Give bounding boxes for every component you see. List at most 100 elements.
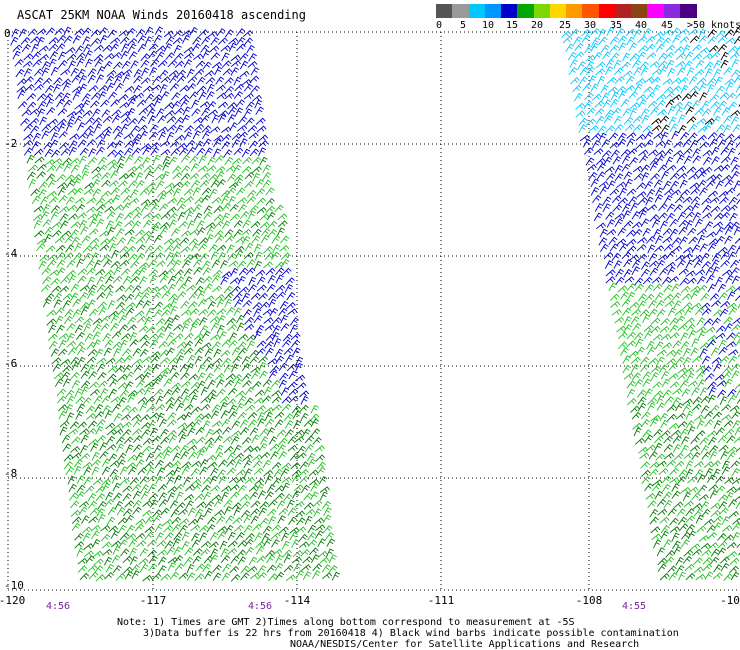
- wind-barb: [265, 197, 275, 206]
- wind-barb: [308, 469, 319, 477]
- wind-barb: [75, 410, 84, 420]
- wind-barb: [644, 180, 653, 190]
- wind-barb: [91, 172, 102, 180]
- wind-barb: [257, 412, 266, 421]
- wind-barb: [163, 43, 173, 52]
- wind-barb: [677, 476, 687, 485]
- wind-barb: [222, 220, 231, 230]
- wind-barb: [225, 515, 235, 524]
- wind-barb: [644, 293, 655, 302]
- wind-barb: [232, 292, 243, 301]
- wind-barb: [167, 492, 176, 502]
- lat-label-8s: -8: [4, 467, 18, 480]
- wind-barb: [144, 26, 154, 36]
- wind-barb: [668, 373, 679, 380]
- wind-barb: [66, 340, 77, 348]
- wind-barb: [48, 340, 58, 350]
- wind-barb: [669, 123, 679, 132]
- wind-barb: [271, 396, 282, 404]
- wind-barb: [692, 548, 703, 556]
- wind-barb: [105, 357, 116, 365]
- wind-barb: [671, 483, 680, 492]
- wind-barb: [165, 396, 175, 405]
- wind-barb: [619, 243, 629, 252]
- wind-barb: [207, 516, 217, 525]
- wind-barb: [90, 29, 101, 37]
- wind-barb: [66, 412, 75, 422]
- wind-barb: [190, 468, 200, 477]
- wind-barb: [727, 550, 738, 558]
- color-scale-swatch: [549, 4, 567, 18]
- wind-barb: [565, 43, 575, 52]
- wind-barb: [287, 308, 298, 315]
- wind-barb: [656, 93, 667, 101]
- wind-barb: [686, 372, 695, 382]
- wind-barb: [17, 101, 28, 109]
- wind-barb: [664, 556, 675, 565]
- wind-barb: [169, 571, 179, 580]
- wind-barb: [48, 58, 57, 68]
- wind-barb: [313, 508, 322, 518]
- wind-barb: [612, 204, 622, 212]
- wind-barb: [698, 535, 709, 542]
- wind-barb: [176, 69, 187, 78]
- wind-barb: [644, 76, 655, 84]
- wind-barb: [63, 26, 72, 36]
- wind-barb: [684, 563, 695, 572]
- wind-barb: [76, 403, 86, 413]
- wind-barb: [264, 324, 275, 331]
- wind-barb: [75, 203, 85, 213]
- wind-barb: [630, 363, 640, 373]
- wind-barb: [217, 37, 228, 45]
- wind-barb: [136, 379, 146, 388]
- wind-barb: [178, 508, 188, 516]
- wind-barb: [227, 195, 236, 205]
- wind-barb: [331, 571, 341, 581]
- wind-barb: [93, 558, 104, 566]
- wind-barb: [221, 418, 231, 428]
- wind-barb: [77, 275, 87, 284]
- wind-barb: [671, 237, 682, 245]
- wind-barb: [658, 203, 668, 212]
- wind-barb: [231, 420, 241, 429]
- wind-barb: [226, 306, 236, 316]
- wind-barb: [163, 450, 172, 460]
- wind-barb: [221, 485, 232, 493]
- wind-barb: [131, 483, 142, 492]
- wind-barb: [710, 205, 721, 213]
- wind-barb: [711, 252, 721, 262]
- wind-barb: [717, 283, 727, 293]
- wind-barb: [295, 362, 304, 372]
- wind-barb: [48, 324, 57, 334]
- wind-barb: [642, 429, 652, 438]
- wind-barb: [68, 483, 77, 493]
- wind-barb: [174, 269, 184, 277]
- wind-barb: [570, 76, 580, 85]
- wind-barb: [210, 467, 219, 477]
- wind-barb: [181, 34, 191, 44]
- wind-barb: [125, 371, 135, 380]
- wind-barb: [634, 277, 644, 286]
- wind-barb: [246, 189, 257, 198]
- wind-barb: [287, 507, 297, 516]
- wind-barb: [252, 94, 262, 102]
- wind-barb: [23, 123, 34, 132]
- wind-barb: [632, 322, 642, 332]
- wind-barb: [119, 259, 130, 267]
- wind-barb: [90, 37, 101, 46]
- wind-barb: [658, 212, 668, 221]
- wind-barb: [70, 67, 79, 77]
- wind-barb: [605, 269, 616, 277]
- wind-barb: [277, 515, 286, 524]
- wind-barb: [102, 332, 112, 342]
- wind-barb: [233, 76, 242, 86]
- wind-barb: [172, 538, 181, 548]
- wind-barb: [685, 106, 695, 115]
- wind-barb: [83, 543, 94, 550]
- wind-barb: [269, 443, 280, 452]
- wind-barb: [204, 507, 213, 517]
- wind-barb: [85, 485, 95, 494]
- wind-barb: [158, 492, 168, 501]
- wind-barb: [624, 276, 635, 284]
- wind-barb: [632, 124, 643, 132]
